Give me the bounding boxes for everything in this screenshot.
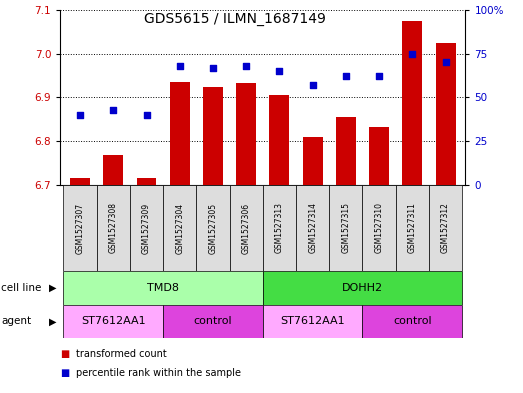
Text: GSM1527307: GSM1527307	[76, 202, 85, 253]
Text: GSM1527315: GSM1527315	[342, 202, 350, 253]
Point	[76, 112, 84, 118]
Bar	[63, 305, 163, 338]
Bar	[63, 185, 97, 271]
Bar	[429, 185, 462, 271]
Bar	[362, 185, 396, 271]
Bar	[329, 185, 362, 271]
Text: agent: agent	[1, 316, 31, 326]
Bar	[269, 95, 289, 185]
Bar	[170, 82, 190, 185]
Bar	[336, 116, 356, 185]
Bar	[263, 271, 462, 305]
Bar	[63, 271, 263, 305]
Text: GSM1527309: GSM1527309	[142, 202, 151, 253]
Bar	[369, 127, 389, 185]
Text: ST7612AA1: ST7612AA1	[81, 316, 145, 326]
Bar	[130, 185, 163, 271]
Bar	[196, 185, 230, 271]
Point	[142, 112, 151, 118]
Bar	[97, 185, 130, 271]
Bar	[203, 87, 223, 185]
Text: GSM1527305: GSM1527305	[209, 202, 218, 253]
Text: control: control	[194, 316, 232, 326]
Text: GSM1527304: GSM1527304	[175, 202, 184, 253]
Point	[275, 68, 283, 74]
Text: GSM1527314: GSM1527314	[308, 202, 317, 253]
Bar	[263, 305, 362, 338]
Bar	[163, 305, 263, 338]
Point	[242, 62, 251, 69]
Text: GSM1527313: GSM1527313	[275, 202, 284, 253]
Text: GSM1527311: GSM1527311	[408, 202, 417, 253]
Bar	[70, 178, 90, 185]
Text: GSM1527308: GSM1527308	[109, 202, 118, 253]
Point	[309, 82, 317, 88]
Point	[375, 73, 383, 79]
Text: ▶: ▶	[49, 283, 56, 293]
Text: GSM1527312: GSM1527312	[441, 202, 450, 253]
Text: control: control	[393, 316, 431, 326]
Text: percentile rank within the sample: percentile rank within the sample	[76, 368, 241, 378]
Bar	[230, 185, 263, 271]
Bar	[137, 178, 156, 185]
Bar	[362, 305, 462, 338]
Bar	[436, 42, 456, 185]
Text: GDS5615 / ILMN_1687149: GDS5615 / ILMN_1687149	[144, 12, 326, 26]
Bar	[402, 21, 422, 185]
Bar	[263, 185, 296, 271]
Text: ■: ■	[60, 368, 70, 378]
Point	[109, 107, 118, 113]
Text: GSM1527306: GSM1527306	[242, 202, 251, 253]
Point	[441, 59, 450, 65]
Text: GSM1527310: GSM1527310	[374, 202, 383, 253]
Text: transformed count: transformed count	[76, 349, 167, 360]
Bar	[396, 185, 429, 271]
Text: cell line: cell line	[1, 283, 41, 293]
Bar	[236, 83, 256, 185]
Point	[342, 73, 350, 79]
Text: TMD8: TMD8	[147, 283, 179, 293]
Point	[408, 50, 416, 57]
Point	[176, 62, 184, 69]
Bar	[296, 185, 329, 271]
Text: ▶: ▶	[49, 316, 56, 326]
Text: ST7612AA1: ST7612AA1	[280, 316, 345, 326]
Bar	[163, 185, 196, 271]
Bar	[303, 138, 323, 185]
Point	[209, 64, 217, 71]
Text: ■: ■	[60, 349, 70, 360]
Text: DOHH2: DOHH2	[342, 283, 383, 293]
Bar	[104, 155, 123, 185]
